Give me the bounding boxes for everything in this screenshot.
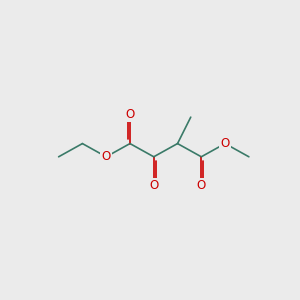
- Text: O: O: [149, 179, 158, 192]
- Text: O: O: [197, 179, 206, 192]
- Text: O: O: [125, 108, 135, 121]
- Text: O: O: [220, 137, 230, 150]
- Text: O: O: [102, 150, 111, 163]
